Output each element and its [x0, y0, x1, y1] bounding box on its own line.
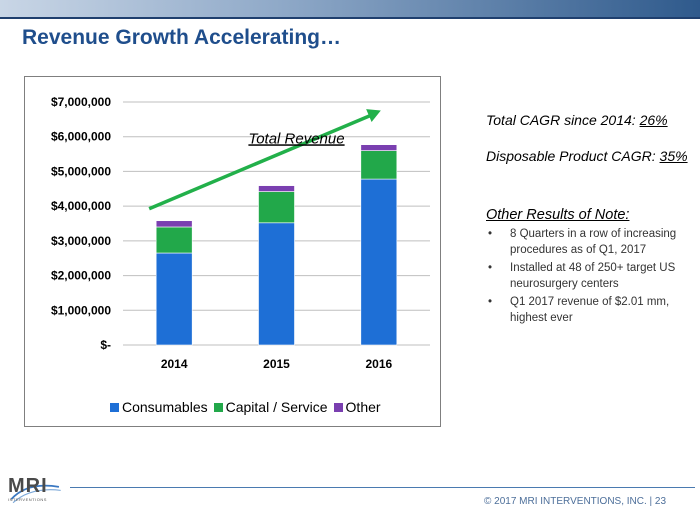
x-tick-label: 2014: [161, 357, 188, 371]
y-tick-label: $1,000,000: [51, 303, 111, 317]
footer-divider: [70, 487, 695, 488]
y-tick-label: $5,000,000: [51, 164, 111, 178]
company-logo-icon: [10, 484, 61, 504]
bar-other-2014: [155, 220, 193, 228]
list-item: • Q1 2017 revenue of $2.01 mm, highest ev…: [486, 294, 698, 326]
y-tick-label: $3,000,000: [51, 234, 111, 248]
chart-legend: Consumables Capital / Service Other: [110, 399, 381, 415]
legend-item-other: Other: [333, 399, 381, 415]
slide-title: Revenue Growth Accelerating…: [22, 26, 341, 49]
trend-arrow-head: [366, 109, 381, 123]
results-list: • 8 Quarters in a row of increasing proce…: [486, 226, 698, 328]
y-tick-label: $-: [100, 338, 111, 352]
legend-item-consumables: Consumables: [110, 399, 208, 415]
bar-capital-service-2014: [155, 226, 193, 254]
y-tick-label: $7,000,000: [51, 95, 111, 109]
list-item-text: Installed at 48 of 250+ target US neuros…: [510, 262, 676, 290]
revenue-chart: $7,000,000 $6,000,000 $5,000,000 $4,000,000…: [51, 95, 430, 371]
header-divider: [0, 17, 700, 19]
y-tick-label: $6,000,000: [51, 130, 111, 144]
list-item: • 8 Quarters in a row of increasing proce…: [486, 226, 698, 258]
total-revenue-annotation: Total Revenue: [248, 130, 344, 147]
total-cagr-value: 26%: [639, 112, 668, 128]
disposable-cagr: Disposable Product CAGR: 35%: [486, 148, 691, 164]
header-band: [0, 0, 700, 17]
legend-swatch-consumables: [110, 402, 119, 412]
y-tick-label: $4,000,000: [51, 199, 111, 213]
chart-frame: $7,000,000 $6,000,000 $5,000,000 $4,000,000…: [24, 76, 441, 427]
x-tick-label: 2015: [263, 357, 290, 371]
bar-consumables-2015: [258, 222, 295, 346]
bar-consumables-2014: [155, 252, 193, 346]
bar-other-2015: [258, 185, 295, 192]
bar-capital-service-2015: [258, 191, 295, 224]
list-item: • Installed at 48 of 250+ target US neuro…: [486, 260, 698, 292]
cagr-panel: Total CAGR since 2014: 26% Disposable Pr…: [486, 112, 691, 164]
legend-swatch-other: [333, 402, 343, 412]
other-results-heading: Other Results of Note:: [486, 207, 630, 223]
bar-capital-service-2016: [360, 150, 398, 180]
company-logo-text: MRI: [8, 475, 48, 497]
bar-consumables-2016: [360, 178, 398, 346]
bullet-icon: •: [488, 296, 493, 308]
legend-swatch-capital-service: [213, 402, 223, 412]
total-cagr-label: Total CAGR since 2014:: [486, 112, 640, 128]
footer-text: © 2017 MRI INTERVENTIONS, INC. | 23: [484, 496, 667, 507]
bullet-icon: •: [488, 262, 493, 274]
disposable-cagr-value: 35%: [659, 148, 688, 164]
list-item-text: 8 Quarters in a row of increasing proced…: [510, 228, 677, 256]
disposable-cagr-label: Disposable Product CAGR:: [486, 148, 660, 164]
y-tick-label: $2,000,000: [51, 269, 111, 283]
company-logo-subtext: INTERVENTIONS: [8, 497, 47, 502]
trend-arrow: [148, 112, 374, 211]
list-item-text: Q1 2017 revenue of $2.01 mm, highest eve…: [510, 296, 670, 324]
x-tick-label: 2016: [365, 357, 392, 371]
total-cagr: Total CAGR since 2014: 26%: [486, 112, 691, 128]
legend-label-consumables: Consumables: [122, 399, 208, 415]
legend-item-capital-service: Capital / Service: [213, 399, 328, 415]
bullet-icon: •: [488, 228, 493, 240]
legend-label-capital-service: Capital / Service: [225, 399, 328, 415]
bar-other-2016: [360, 144, 398, 151]
legend-label-other: Other: [345, 399, 381, 415]
